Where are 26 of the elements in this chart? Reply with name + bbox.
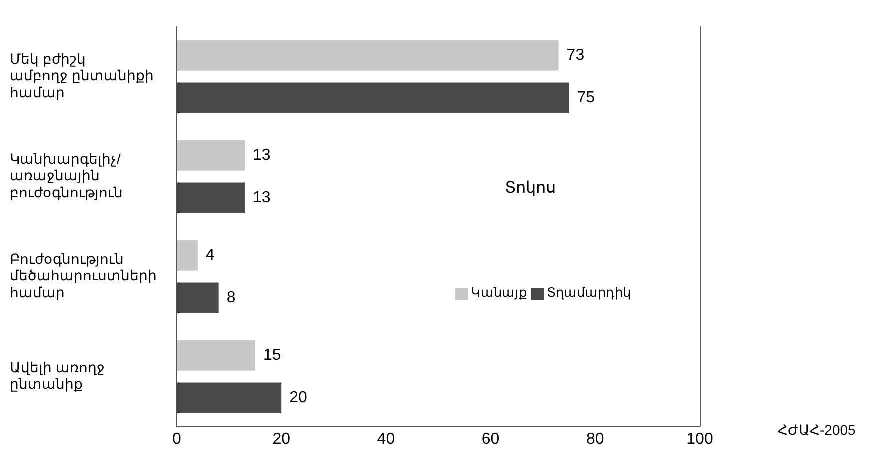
data-label: 20 <box>290 389 308 406</box>
legend-label: Կանայք <box>470 285 527 300</box>
legend-label: Տղամարդիկ <box>546 285 631 300</box>
data-label: 13 <box>252 189 271 206</box>
y-tick-label: Ավելի առողջ ընտանիք <box>10 359 105 392</box>
bar <box>177 40 559 71</box>
y-tick-label: Կանխարգելիչ/ առաջնային բուժօգնություն <box>10 150 123 200</box>
data-label: 73 <box>566 46 585 64</box>
bar <box>177 140 245 171</box>
x-tick-label: 0 <box>172 430 182 448</box>
x-tick-label: 80 <box>586 430 604 448</box>
x-axis-title: Տոկոս <box>505 179 556 198</box>
data-label: 8 <box>226 289 236 306</box>
x-tick-label: 20 <box>272 430 291 448</box>
y-tick-label: Բուժօգնություն մեծահարուստների համար <box>10 250 157 300</box>
data-label: 15 <box>263 346 282 364</box>
bar <box>177 240 198 271</box>
data-label: 75 <box>577 89 596 106</box>
data-label: 13 <box>252 146 271 164</box>
bar <box>177 340 256 371</box>
x-tick-label: 60 <box>482 430 500 448</box>
y-tick-label: Մեկ բժիշկ ամբողջ ընտանիքի համար <box>10 50 154 100</box>
text: ՀԺԱՀ-2005 <box>778 422 856 438</box>
x-tick-label: 40 <box>377 430 396 448</box>
x-tick-label: 100 <box>686 430 714 448</box>
data-label: 4 <box>206 246 215 264</box>
